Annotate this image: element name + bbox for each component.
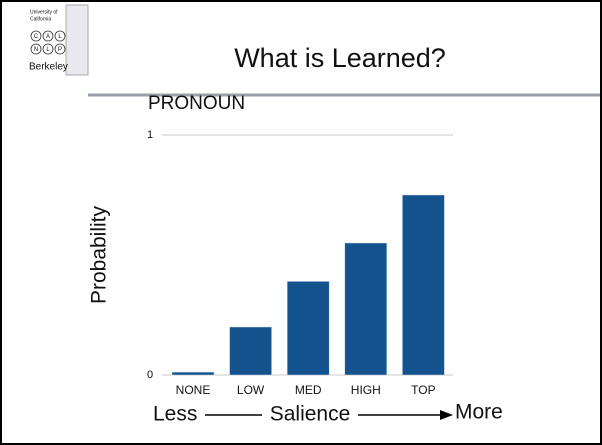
annotation: Less	[153, 403, 197, 426]
x-tick-label: MED	[295, 383, 322, 397]
slide-title: What is Learned?	[234, 43, 446, 73]
x-tick-label: TOP	[411, 383, 435, 397]
bar	[171, 371, 215, 376]
logo-letter: P	[58, 47, 62, 53]
logo-letter: C	[34, 34, 39, 40]
logo-letter-circle	[30, 43, 42, 55]
logo-letter-circle	[54, 30, 66, 42]
bar	[402, 194, 445, 376]
y-axis-label: Probability	[88, 205, 111, 304]
annotation: More	[455, 401, 503, 424]
logo-tower	[65, 4, 89, 76]
logo-letter: L	[46, 47, 50, 53]
logo: University of California Berkeley	[29, 4, 89, 76]
logo-letter: L	[58, 34, 62, 40]
x-tick-label: LOW	[237, 383, 265, 397]
y-tick-label: 1	[147, 129, 153, 141]
logo-name: Berkeley	[29, 62, 68, 73]
bar	[286, 281, 330, 376]
logo-text: University of	[30, 9, 58, 15]
y-tick-label: 0	[147, 369, 153, 381]
x-tick-label: NONE	[176, 383, 211, 397]
logo-letter-circle	[42, 43, 54, 55]
logo-letter-circle	[42, 30, 54, 42]
logo-letter: A	[46, 34, 50, 40]
x-tick-label: HIGH	[351, 383, 381, 397]
logo-letter-circle	[54, 43, 66, 55]
bar	[344, 242, 388, 376]
logo-letter-circle	[30, 30, 42, 42]
logo-text: California	[30, 16, 51, 22]
chart-title: PRONOUN	[148, 93, 245, 114]
x-axis-label: Salience	[270, 403, 351, 426]
arrow-head	[440, 410, 453, 420]
bar	[229, 326, 272, 376]
logo-letter: N	[34, 47, 38, 53]
